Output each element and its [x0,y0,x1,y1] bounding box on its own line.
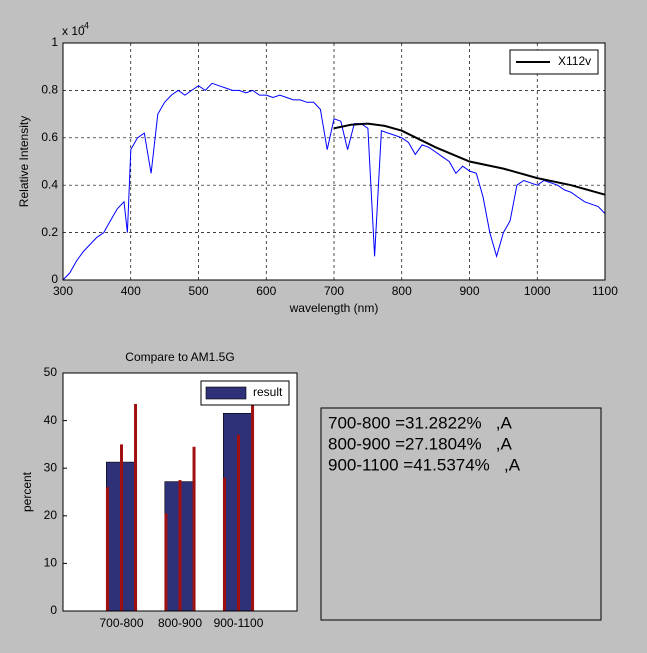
series-line [333,122,606,196]
x-tick-label: 900-1100 [214,616,264,630]
y-tick-label: 0.6 [41,130,58,144]
y-axis-label: Relative Intensity [17,116,31,207]
y-multiplier-exponent: -4 [81,20,89,30]
x-tick-label: 1100 [592,284,618,298]
axes-frame [62,42,606,281]
x-tick-label: 1000 [524,284,551,298]
series-line [62,82,606,281]
y-tick-label: 0.2 [41,225,58,239]
x-tick-label: 700-800 [99,616,143,630]
y-tick-label: 0.8 [41,83,58,97]
y-tick-label: 10 [44,556,58,570]
bar [120,444,123,611]
y-axis-label: percent [20,471,34,512]
bar [164,513,168,611]
y-tick-label: 0.4 [41,177,58,191]
text-line: 700-800 =31.2822% ,A [328,413,512,432]
text-line: 800-900 =27.1804% ,A [328,434,512,453]
x-tick-label: 800 [392,284,412,298]
legend-label: X112v [558,54,591,68]
bar [105,487,109,611]
plot-area [63,43,605,280]
axes-frame [62,372,298,612]
bar [251,403,255,611]
y-tick-label: 30 [44,460,58,474]
x-axis-label: wavelength (nm) [289,301,379,315]
x-tick-label: 400 [121,284,141,298]
x-tick-label: 600 [256,284,276,298]
bar [134,403,138,611]
bar [222,477,226,611]
y-tick-label: 1 [51,35,58,49]
bar [237,434,240,611]
y-multiplier: x 10 [62,24,85,38]
text-line: 900-1100 =41.5374% ,A [328,455,521,474]
y-tick-label: 20 [44,508,58,522]
legend-label: result [253,385,283,399]
x-tick-label: 900 [459,284,479,298]
y-tick-label: 0 [51,272,58,286]
x-tick-label: 300 [53,284,73,298]
legend-swatch [205,386,247,400]
text-box: 700-800 =31.2822% ,A 800-900 =27.1804% ,… [320,407,602,621]
y-tick-label: 40 [44,413,58,427]
chart-title: Compare to AM1.5G [125,350,234,364]
bar [178,480,182,611]
x-tick-label: 500 [188,284,208,298]
x-tick-label: 800-900 [158,616,202,630]
x-tick-label: 700 [324,284,344,298]
bar [192,446,196,611]
text-box-frame [320,407,602,621]
y-tick-label: 0 [50,603,57,617]
y-tick-label: 50 [44,365,58,379]
